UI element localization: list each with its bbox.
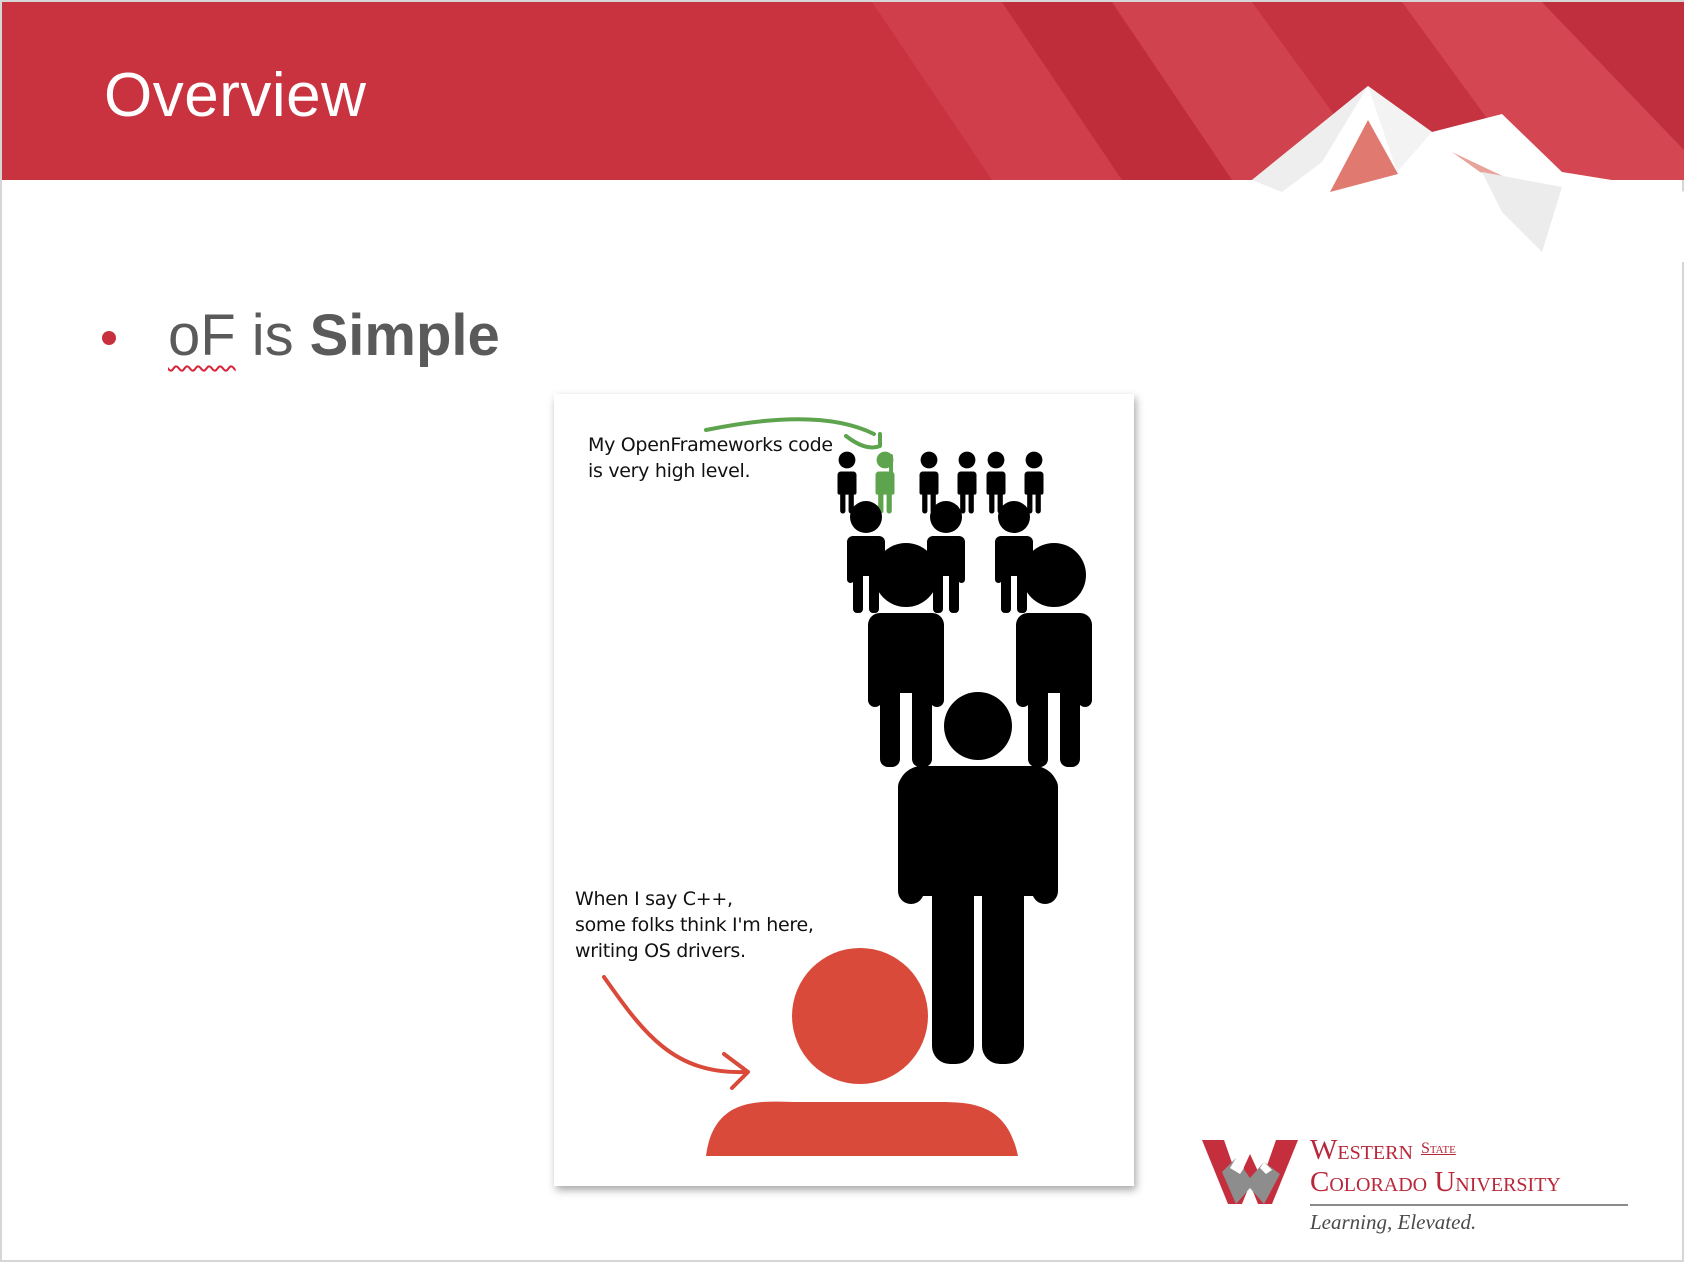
- green-arrow-head: [844, 432, 882, 450]
- header-banner: [2, 2, 1684, 262]
- caption-os-drivers: When I say C++, some folks think I'm her…: [575, 886, 835, 964]
- comic-image: My OpenFrameworks code is very high leve…: [554, 394, 1134, 1186]
- caption-top-line-1: My OpenFrameworks code: [588, 434, 833, 456]
- logo-name-line1: Western State: [1310, 1134, 1456, 1167]
- logo-state: State: [1420, 1140, 1456, 1157]
- w-mountain-icon: [1202, 1140, 1298, 1204]
- bullet-word-of: oF: [168, 303, 236, 368]
- logo-western: Western: [1310, 1134, 1413, 1166]
- red-arrow: [602, 975, 746, 1075]
- highlighted-person: [875, 451, 895, 514]
- logo-name-line2: Colorado University: [1310, 1166, 1561, 1198]
- caption-top-line-2: is very high level.: [588, 460, 751, 482]
- caption-high-level: My OpenFrameworks code is very high leve…: [588, 432, 848, 484]
- bullet-item: oF is Simple: [102, 302, 500, 369]
- comic-drawing: [602, 417, 1092, 1156]
- bullet-word-simple: Simple: [309, 303, 500, 368]
- large-person: [898, 692, 1058, 1064]
- caption-bottom-line-3: writing OS drivers.: [575, 940, 746, 962]
- caption-bottom-line-2: some folks think I'm here,: [575, 914, 814, 936]
- bullet-dot: [102, 330, 116, 345]
- green-arrow: [704, 417, 876, 436]
- giant-red-person: [706, 948, 1018, 1156]
- slide-title: Overview: [104, 61, 367, 130]
- logo-divider: [1310, 1204, 1628, 1206]
- bullet-word-is: is: [251, 303, 294, 368]
- logo-tagline: Learning, Elevated.: [1310, 1210, 1477, 1234]
- red-arrow-head: [722, 1052, 750, 1090]
- university-logo: Western State Colorado University Learnin…: [1202, 1134, 1632, 1234]
- caption-bottom-line-1: When I say C++,: [575, 888, 733, 910]
